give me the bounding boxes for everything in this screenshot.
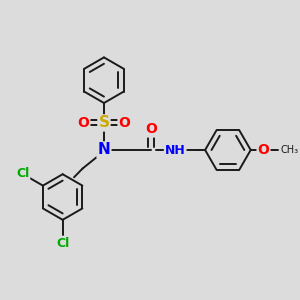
Text: CH₃: CH₃ xyxy=(280,145,298,155)
Text: Cl: Cl xyxy=(56,237,69,250)
Text: N: N xyxy=(98,142,110,158)
Text: O: O xyxy=(77,116,89,130)
Text: Cl: Cl xyxy=(16,167,29,180)
Text: NH: NH xyxy=(165,143,186,157)
Text: S: S xyxy=(98,116,110,130)
Text: O: O xyxy=(145,122,157,136)
Text: O: O xyxy=(258,143,269,157)
Text: O: O xyxy=(118,116,130,130)
